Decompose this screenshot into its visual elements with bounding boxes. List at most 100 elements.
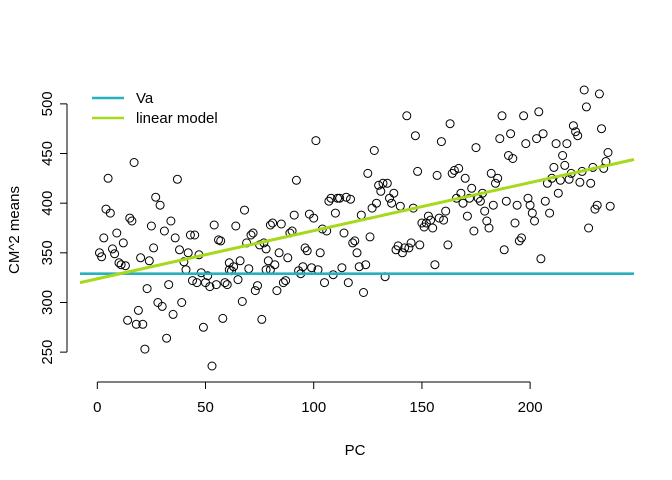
data-point [605,201,615,211]
data-point [592,200,602,210]
data-point [497,111,507,121]
data-point [586,178,596,188]
y-tick-label: 400 [39,191,56,216]
data-point [480,206,490,216]
data-point [246,230,256,240]
data-point [298,262,308,272]
data-point [198,322,208,332]
data-point [281,276,291,286]
data-point [486,168,496,178]
data-point [309,213,319,223]
data-point [140,344,150,354]
data-point [519,111,529,121]
data-point [484,223,494,233]
data-point [237,297,247,306]
data-point [261,244,271,254]
data-point [475,196,485,206]
x-axis-title: PC [345,442,366,459]
data-point [558,151,568,160]
data-point [527,208,537,218]
data-point [97,252,107,262]
data-point [175,245,184,255]
data-point [211,280,221,290]
data-point [233,275,243,285]
data-point [441,206,451,216]
data-point [404,243,414,253]
data-point [525,200,535,210]
data-point [337,263,347,273]
data-point [462,211,472,221]
data-point [257,314,267,324]
data-point [506,129,516,139]
data-point [177,298,187,307]
data-point [302,246,312,256]
data-point [320,278,329,288]
data-point [207,361,217,371]
data-point [536,254,546,264]
data-point [244,264,254,274]
data-point [573,131,583,141]
data-point [560,160,570,170]
data-point [315,248,325,258]
axes: 0 50 100 150 200 250 300 350 400 450 500 [39,91,543,416]
data-point [410,131,420,141]
data-point [387,198,397,208]
data-point [449,165,459,175]
data-point [326,193,336,203]
data-point [428,223,438,233]
y-tick-label: 500 [39,91,56,116]
data-point [339,228,349,238]
data-point [289,210,299,220]
data-point [603,148,613,157]
data-point [376,186,386,196]
data-point [272,286,282,296]
data-point [348,238,358,248]
data-point [159,226,169,236]
data-point [120,261,130,271]
data-point [110,249,120,259]
data-point [597,124,606,134]
data-point [365,232,375,242]
x-tick-label: 50 [197,399,214,416]
data-point [584,223,594,233]
legend: Va linear model [92,90,218,127]
data-point [192,278,202,288]
data-point [185,230,195,240]
data-point [151,192,161,202]
y-tick-label: 450 [39,141,56,166]
data-point [393,241,403,251]
data-point [389,188,399,198]
data-point [265,220,275,230]
data-point [142,284,152,294]
data-point [231,221,241,231]
data-point [367,203,377,213]
data-points [95,85,615,371]
data-point [469,226,479,236]
data-point [116,260,126,270]
data-point [270,260,280,270]
data-point [99,233,109,243]
data-point [354,262,364,272]
data-point [517,233,526,243]
data-point [352,248,362,258]
data-point [363,168,373,178]
data-point [443,240,453,250]
data-point [521,139,531,149]
data-point [385,193,394,203]
data-point [538,129,548,139]
data-point [356,210,366,220]
data-point [203,271,213,281]
data-point [136,253,146,263]
data-point [445,119,455,129]
data-point [415,240,425,250]
data-point [488,200,498,210]
data-point [276,219,286,229]
data-point [568,121,578,131]
x-tick-label: 200 [518,399,543,416]
data-point [378,178,388,188]
data-point [395,201,405,211]
data-point [540,196,550,206]
data-point [549,162,559,172]
data-point [205,282,215,292]
data-point [523,193,533,203]
